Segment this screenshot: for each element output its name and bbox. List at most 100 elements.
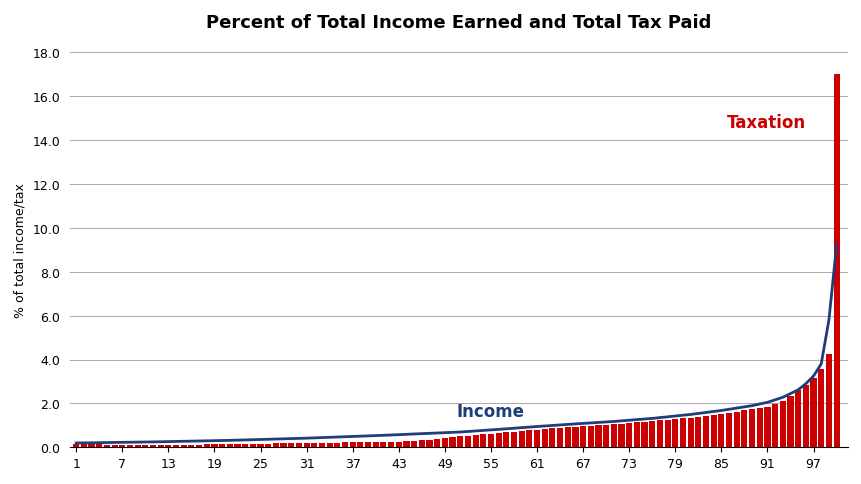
Bar [610, 424, 616, 448]
Bar [625, 423, 632, 448]
Bar [809, 378, 815, 448]
Bar [96, 444, 102, 448]
Bar [449, 438, 455, 448]
Bar [541, 429, 547, 448]
Bar [364, 442, 371, 448]
Bar [334, 443, 340, 448]
Bar [242, 444, 248, 448]
Bar [825, 354, 831, 448]
Bar [380, 442, 386, 448]
Bar [89, 444, 95, 448]
Bar [142, 445, 148, 448]
Bar [272, 443, 279, 448]
Bar [103, 445, 110, 448]
Bar [617, 424, 624, 448]
Bar [411, 441, 417, 448]
Bar [764, 407, 770, 448]
Bar [756, 408, 762, 448]
Bar [219, 444, 225, 448]
Bar [564, 427, 570, 448]
Bar [280, 443, 287, 448]
Bar [648, 421, 654, 448]
Bar [786, 396, 793, 448]
Bar [203, 444, 209, 448]
Text: Taxation: Taxation [726, 114, 805, 132]
Bar [295, 443, 301, 448]
Bar [733, 412, 739, 448]
Bar [679, 419, 685, 448]
Bar [195, 445, 202, 448]
Bar [403, 441, 409, 448]
Bar [709, 415, 716, 448]
Bar [464, 436, 470, 448]
Bar [487, 434, 493, 448]
Bar [771, 404, 777, 448]
Bar [342, 442, 348, 448]
Bar [833, 75, 839, 448]
Bar [395, 442, 401, 448]
Bar [548, 429, 554, 448]
Bar [350, 442, 356, 448]
Bar [211, 444, 217, 448]
Bar [595, 425, 601, 448]
Y-axis label: % of total income/tax: % of total income/tax [14, 183, 27, 318]
Bar [288, 443, 294, 448]
Text: Income: Income [456, 402, 524, 420]
Bar [740, 410, 746, 448]
Title: Percent of Total Income Earned and Total Tax Paid: Percent of Total Income Earned and Total… [206, 14, 711, 32]
Bar [717, 415, 723, 448]
Bar [556, 428, 562, 448]
Bar [579, 426, 585, 448]
Bar [480, 435, 486, 448]
Bar [725, 413, 731, 448]
Bar [158, 445, 164, 448]
Bar [802, 385, 808, 448]
Bar [702, 416, 709, 448]
Bar [434, 439, 440, 448]
Bar [572, 426, 578, 448]
Bar [226, 444, 232, 448]
Bar [134, 445, 140, 448]
Bar [533, 430, 540, 448]
Bar [303, 443, 309, 448]
Bar [641, 422, 647, 448]
Bar [426, 440, 432, 448]
Bar [495, 433, 501, 448]
Bar [503, 433, 509, 448]
Bar [319, 443, 325, 448]
Bar [664, 420, 670, 448]
Bar [748, 409, 754, 448]
Bar [81, 444, 87, 448]
Bar [150, 445, 156, 448]
Bar [687, 418, 693, 448]
Bar [817, 370, 823, 448]
Bar [73, 444, 79, 448]
Bar [779, 401, 785, 448]
Bar [127, 445, 133, 448]
Bar [119, 445, 125, 448]
Bar [265, 444, 271, 448]
Bar [387, 442, 393, 448]
Bar [672, 419, 678, 448]
Bar [695, 417, 701, 448]
Bar [633, 423, 639, 448]
Bar [442, 438, 448, 448]
Bar [181, 445, 187, 448]
Bar [234, 444, 240, 448]
Bar [456, 437, 462, 448]
Bar [518, 431, 524, 448]
Bar [372, 442, 378, 448]
Bar [311, 443, 317, 448]
Bar [165, 445, 171, 448]
Bar [603, 425, 609, 448]
Bar [188, 445, 195, 448]
Bar [357, 442, 363, 448]
Bar [511, 432, 517, 448]
Bar [526, 431, 532, 448]
Bar [418, 440, 424, 448]
Bar [794, 391, 801, 448]
Bar [250, 444, 256, 448]
Bar [111, 445, 117, 448]
Bar [326, 443, 332, 448]
Bar [472, 435, 478, 448]
